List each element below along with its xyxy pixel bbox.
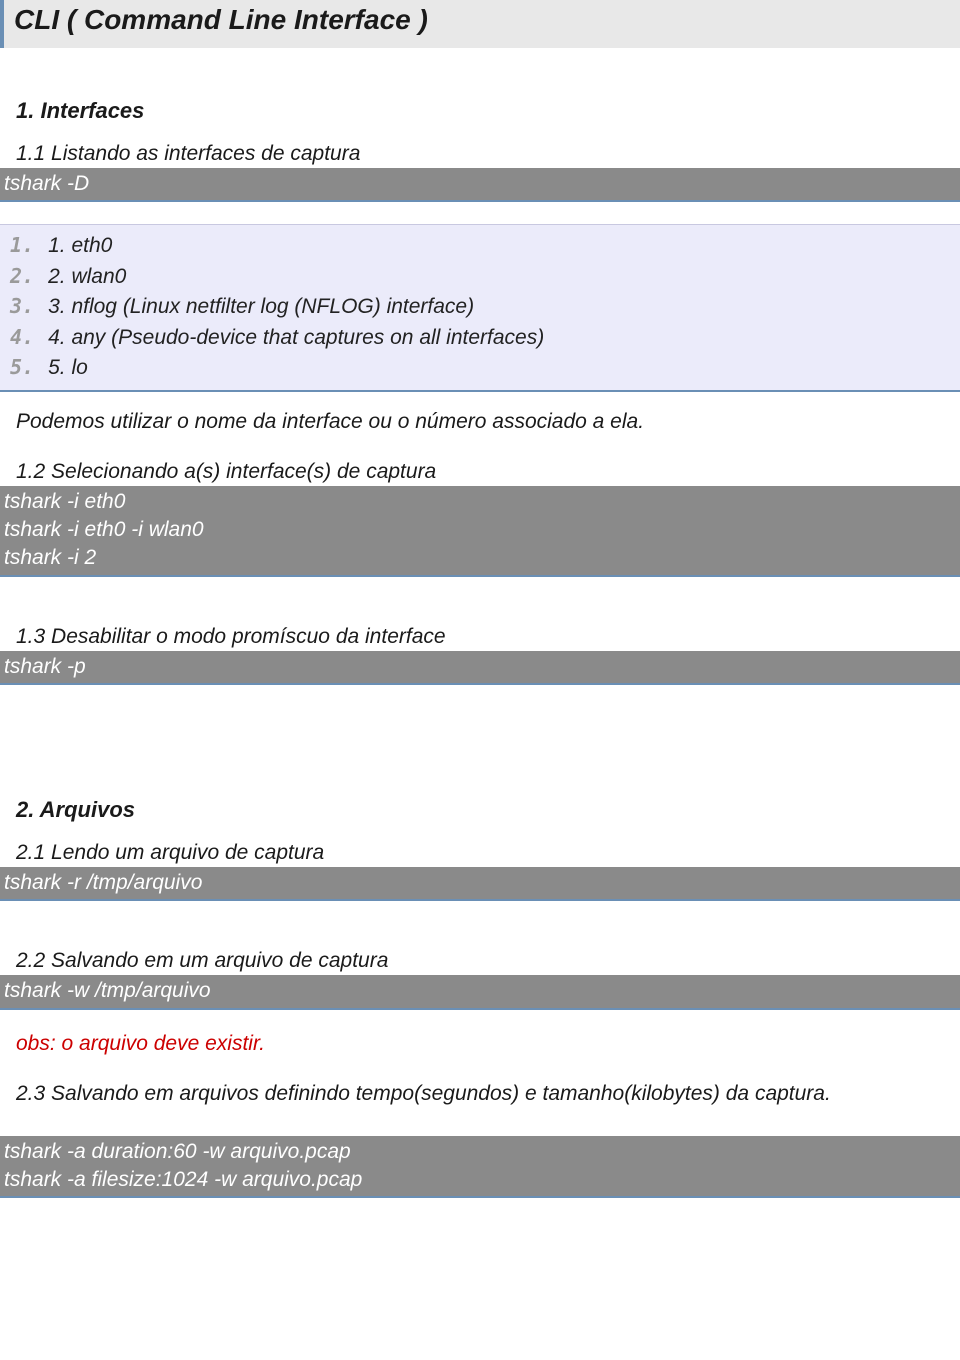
line-number: 4. (10, 323, 34, 353)
line-number: 2. (10, 262, 34, 292)
sub-1-2-title: 1.2 Selecionando a(s) interface(s) de ca… (16, 460, 944, 484)
note-1: Podemos utilizar o nome da interface ou … (16, 410, 944, 434)
output-1-1: 1. 1. eth0 2. 2. wlan0 3. 3. nflog (Linu… (0, 224, 960, 391)
output-row: 2. 2. wlan0 (10, 262, 954, 292)
output-text: 2. wlan0 (48, 262, 126, 292)
sub-1-3-title: 1.3 Desabilitar o modo promíscuo da inte… (16, 625, 944, 649)
cmd-2-1: tshark -r /tmp/arquivo (0, 867, 960, 901)
output-text: 5. lo (48, 353, 88, 383)
sub-2-2-title: 2.2 Salvando em um arquivo de captura (16, 949, 944, 973)
output-row: 5. 5. lo (10, 353, 954, 383)
output-text: 1. eth0 (48, 231, 112, 261)
page-title: CLI ( Command Line Interface ) (0, 0, 960, 48)
output-row: 3. 3. nflog (Linux netfilter log (NFLOG)… (10, 292, 954, 322)
sub-1-1-title: 1.1 Listando as interfaces de captura (16, 142, 944, 166)
output-row: 1. 1. eth0 (10, 231, 954, 261)
output-text: 4. any (Pseudo-device that captures on a… (48, 323, 544, 353)
cmd-1-3: tshark -p (0, 651, 960, 685)
cmd-1-1: tshark -D (0, 168, 960, 202)
cmd-1-2: tshark -i eth0 tshark -i eth0 -i wlan0 t… (0, 486, 960, 577)
line-number: 1. (10, 231, 34, 261)
line-number: 3. (10, 292, 34, 322)
sub-2-3-title: 2.3 Salvando em arquivos definindo tempo… (16, 1082, 944, 1106)
sub-2-1-title: 2.1 Lendo um arquivo de captura (16, 841, 944, 865)
cmd-2-2: tshark -w /tmp/arquivo (0, 975, 960, 1009)
output-row: 4. 4. any (Pseudo-device that captures o… (10, 323, 954, 353)
line-number: 5. (10, 353, 34, 383)
section-1-heading: 1. Interfaces (16, 98, 944, 124)
cmd-2-3: tshark -a duration:60 -w arquivo.pcap ts… (0, 1136, 960, 1199)
output-text: 3. nflog (Linux netfilter log (NFLOG) in… (48, 292, 474, 322)
section-2-heading: 2. Arquivos (16, 797, 944, 823)
warning-note: obs: o arquivo deve existir. (16, 1032, 944, 1056)
content: 1. Interfaces 1.1 Listando as interfaces… (0, 98, 960, 1198)
